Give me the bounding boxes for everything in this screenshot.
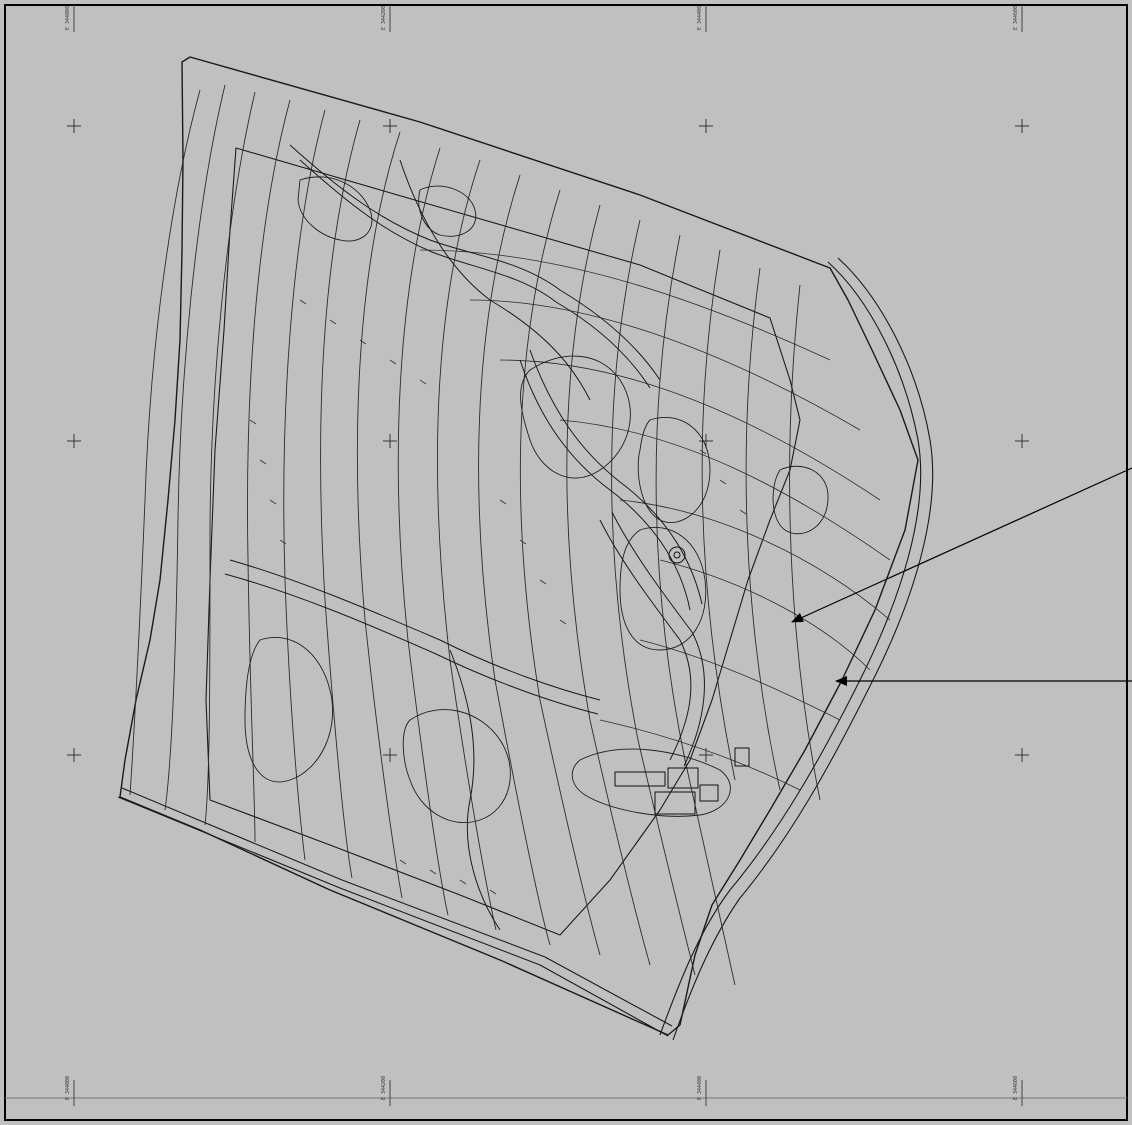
inner-fence-line [205, 147, 801, 936]
top-grid-ticks [73, 5, 1023, 32]
annotation-arrow-upper [791, 467, 1132, 623]
top-grid-label: E 344600 [1013, 6, 1019, 30]
top-grid-label: E 344000 [65, 6, 71, 30]
bottom-grid-label: E 344000 [65, 1076, 71, 1100]
bottom-grid-ticks [73, 1080, 1023, 1106]
sheet-border [4, 4, 1128, 1121]
property-boundary [119, 56, 919, 1036]
bench-hatching [249, 299, 747, 895]
bottom-grid-label: E 344400 [697, 1076, 703, 1100]
haul-roads [224, 144, 705, 931]
east-contours [419, 249, 891, 791]
annotation-arrows [791, 467, 1132, 686]
pit-terraces [244, 176, 829, 824]
bottom-grid-label: E 344600 [1013, 1076, 1019, 1100]
top-grid-label: E 344200 [381, 6, 387, 30]
facility-buildings [614, 546, 750, 815]
southwest-boundary-road [117, 796, 669, 1037]
top-grid-label: E 344400 [697, 6, 703, 30]
bottom-grid-label: E 344200 [381, 1076, 387, 1100]
site-drawing [117, 56, 934, 1041]
contour-lines [129, 84, 821, 986]
eastern-access-road [659, 261, 922, 1036]
grid-crosses [67, 119, 1029, 762]
